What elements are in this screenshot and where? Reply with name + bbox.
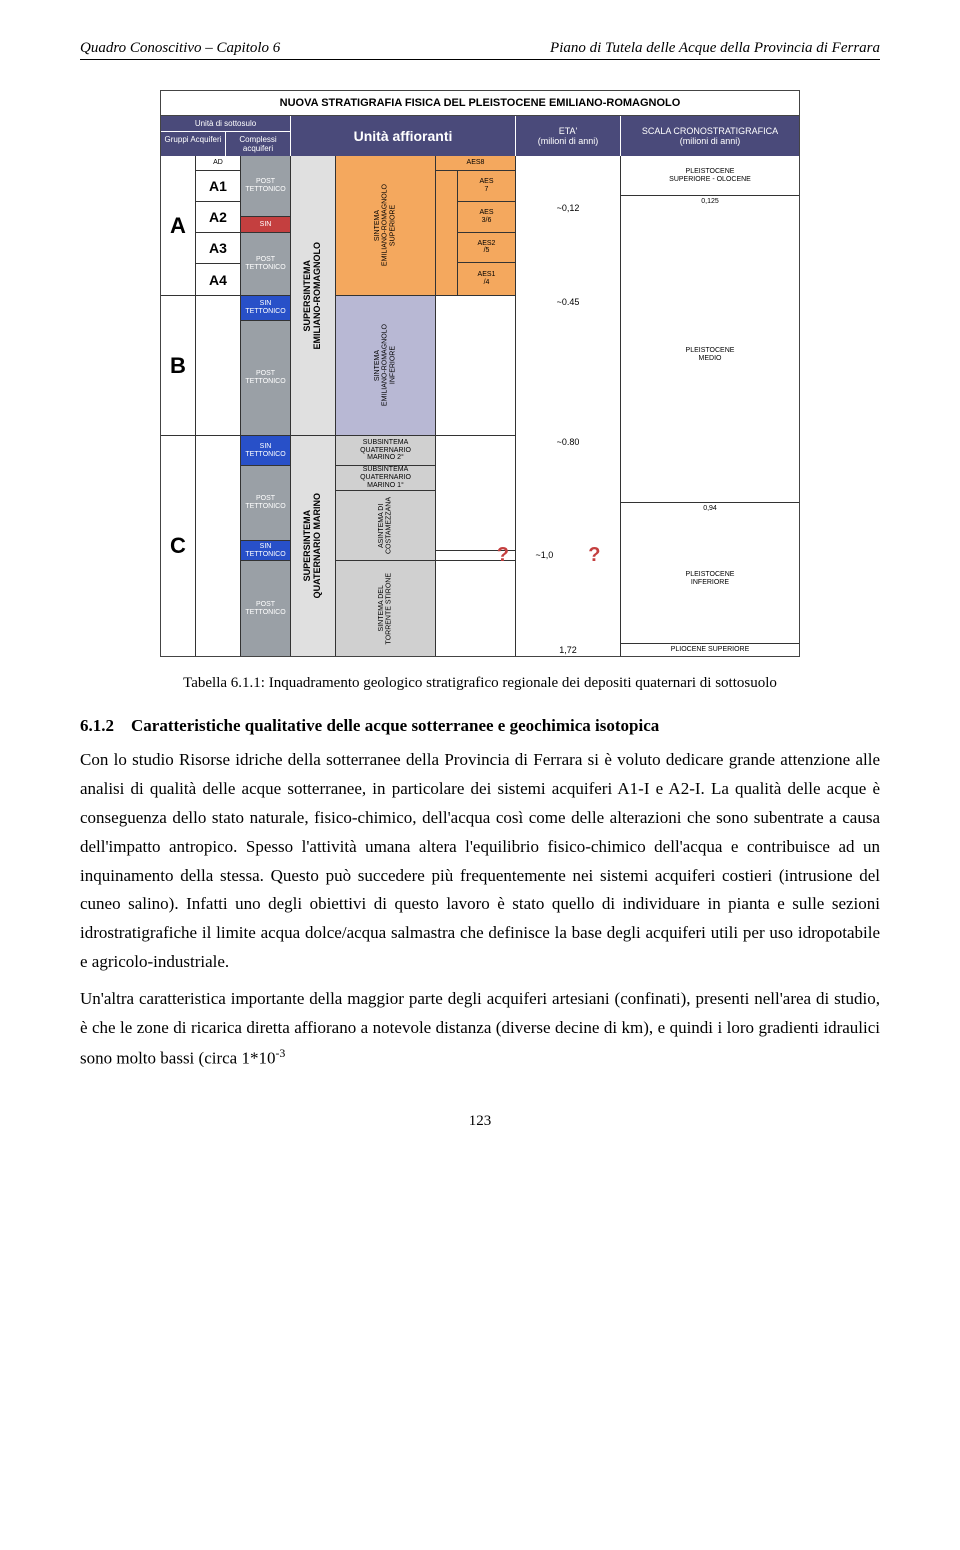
sint-stir: SINTEMA DEL TORRENTE STIRONE — [378, 573, 393, 644]
header-left: Quadro Conoscitivo – Capitolo 6 — [80, 40, 280, 57]
sint-inf: SINTEMA EMILIANO-ROMAGNOLO INFERIORE — [374, 324, 397, 406]
eta-080: ~0.80 — [516, 436, 620, 448]
tect-sin-3: SIN TETTONICO — [241, 436, 290, 466]
grp-B: B — [161, 296, 195, 436]
paragraph-2-exp: -3 — [275, 1046, 285, 1060]
scala-3: PLEISTOCENE INFERIORE — [621, 515, 799, 644]
comp-A1: A1 — [196, 171, 240, 202]
sint-subqm1: SUBSINTEMA QUATERNARIO MARINO 1° — [336, 466, 435, 491]
section-number: 6.1.2 — [80, 716, 114, 735]
eta-172: 1,72 — [516, 644, 620, 656]
scala-v1: 0,125 — [621, 196, 799, 208]
page-number: 123 — [80, 1113, 880, 1130]
hdr-gruppi: Gruppi Acquiferi — [161, 132, 225, 156]
scala-2: PLEISTOCENE MEDIO — [621, 208, 799, 503]
comp-A2: A2 — [196, 202, 240, 233]
sint-cost: ASINTEMA DI COSTAMEZZANA — [378, 497, 393, 554]
super-qmar: SUPERSINTEMA QUATERNARIO MARINO — [303, 493, 323, 598]
paragraph-2: Un'altra caratteristica importante della… — [80, 985, 880, 1073]
tect-sin-2: SIN TETTONICO — [241, 296, 290, 321]
header-right: Piano di Tutela delle Acque della Provin… — [550, 40, 880, 57]
sint-sup: SINTEMA EMILIANO-ROMAGNOLO SUPERIORE — [374, 184, 397, 266]
hdr-unita-sottosuolo: Unità di sottosulo — [161, 116, 290, 132]
eta-012: ~0,12 — [516, 202, 620, 214]
tect-post-1: POST TETTONICO — [241, 156, 290, 217]
figure-title: NUOVA STRATIGRAFIA FISICA DEL PLEISTOCEN… — [161, 91, 799, 116]
hdr-complessi: Complessi acquiferi — [225, 132, 290, 156]
hdr-unita-affioranti: Unità affioranti — [291, 116, 516, 156]
paragraph-2-text: Un'altra caratteristica importante della… — [80, 989, 880, 1067]
aes14: AES1 /4 — [458, 263, 515, 295]
col-tettonico: POST TETTONICO SIN POST TETTONICO SIN TE… — [241, 156, 291, 656]
comp-A4: A4 — [196, 264, 240, 296]
hdr-eta: ETA' (milioni di anni) — [516, 116, 621, 156]
tect-post-3: POST TETTONICO — [241, 321, 290, 436]
tect-post-4: POST TETTONICO — [241, 466, 290, 541]
tect-post-5: POST TETTONICO — [241, 561, 290, 656]
col-complessi: AD A1 A2 A3 A4 — [196, 156, 241, 656]
hdr-scala: SCALA CRONOSTRATIGRAFICA (milioni di ann… — [621, 116, 799, 156]
scala-v2: 0,94 — [621, 503, 799, 515]
col-sintemi: SINTEMA EMILIANO-ROMAGNOLO SUPERIORE SIN… — [336, 156, 436, 656]
super-emrom: SUPERSINTEMA EMILIANO-ROMAGNOLO — [303, 242, 323, 350]
figure-caption: Tabella 6.1.1: Inquadramento geologico s… — [80, 675, 880, 692]
aes25: AES2 /5 — [458, 233, 515, 264]
sint-subqm2: SUBSINTEMA QUATERNARIO MARINO 2° — [336, 436, 435, 466]
col-aes: AES8 AES 7 AES 3/6 AES2 /5 AES1 /4 ? — [436, 156, 516, 656]
page-header: Quadro Conoscitivo – Capitolo 6 Piano di… — [80, 40, 880, 60]
eta-045: ~0.45 — [516, 296, 620, 308]
tect-sin-4: SIN TETTONICO — [241, 541, 290, 561]
figure-header-row: Unità di sottosulo Gruppi Acquiferi Comp… — [161, 116, 799, 156]
section-title: Caratteristiche qualitative delle acque … — [131, 716, 659, 735]
col-scala: PLEISTOCENE SUPERIORE - OLOCENE 0,125 PL… — [621, 156, 799, 656]
col-eta: ~0,12 ~0.45 ~0.80 ~1,0 ? 1,72 — [516, 156, 621, 656]
comp-A3: A3 — [196, 233, 240, 264]
scala-v3: PLIOCENE SUPERIORE — [621, 644, 799, 656]
tect-sin-1: SIN — [241, 217, 290, 233]
aes7: AES 7 — [458, 171, 515, 202]
eta-10: ~1,0 — [536, 550, 554, 560]
grp-C: C — [161, 436, 195, 656]
figure-container: NUOVA STRATIGRAFIA FISICA DEL PLEISTOCEN… — [80, 90, 880, 657]
tect-post-2: POST TETTONICO — [241, 233, 290, 296]
scala-1: PLEISTOCENE SUPERIORE - OLOCENE — [621, 156, 799, 196]
section-heading: 6.1.2 Caratteristiche qualitative delle … — [80, 716, 880, 736]
figure-body: A B C AD A1 A2 A3 A4 POST TETTONICO SIN … — [161, 156, 799, 656]
col-gruppi: A B C — [161, 156, 196, 656]
aes36: AES 3/6 — [458, 202, 515, 233]
aes8: AES8 — [436, 156, 515, 171]
col-supersintema: SUPERSINTEMA EMILIANO-ROMAGNOLO SUPERSIN… — [291, 156, 336, 656]
stratigraphy-table: NUOVA STRATIGRAFIA FISICA DEL PLEISTOCEN… — [160, 90, 800, 657]
paragraph-1: Con lo studio Risorse idriche della sott… — [80, 746, 880, 977]
comp-AD: AD — [196, 156, 240, 171]
grp-A: A — [161, 156, 195, 296]
